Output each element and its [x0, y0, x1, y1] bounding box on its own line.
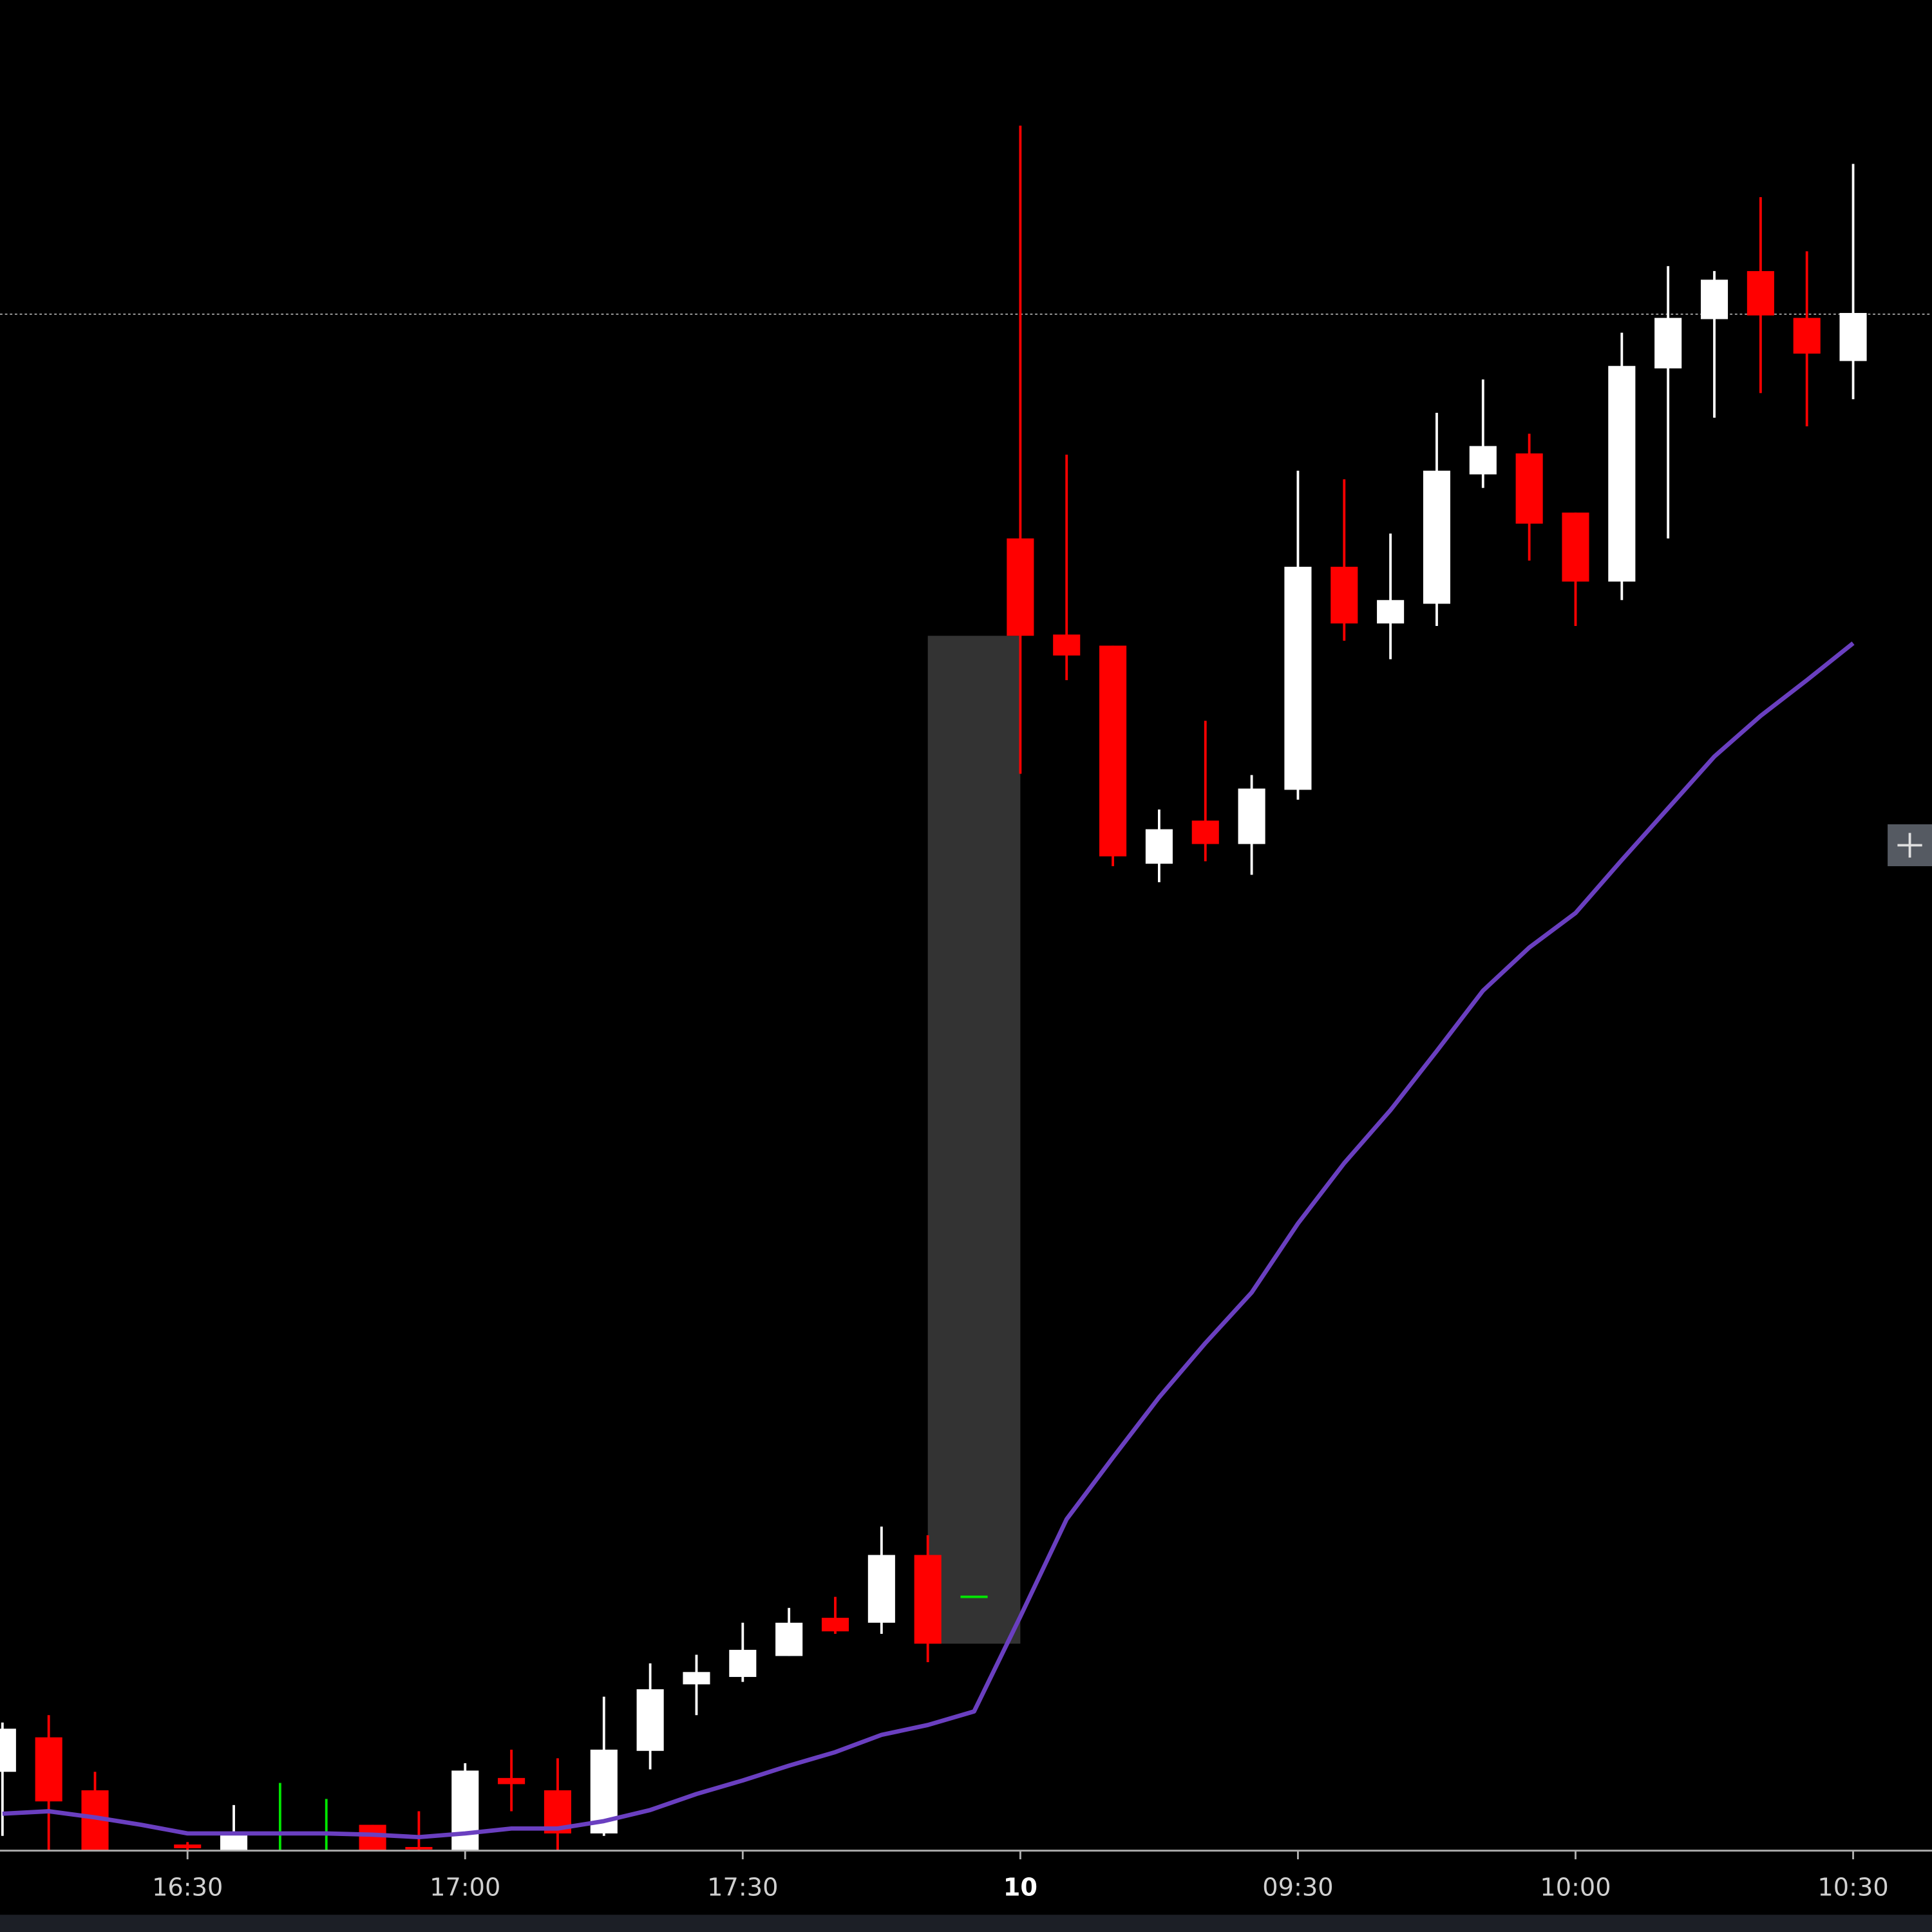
moving-average-line	[2, 641, 1855, 1840]
candle-body	[405, 1846, 433, 1850]
candle-body	[1654, 317, 1682, 369]
x-tick-label: 10:00	[1540, 1873, 1611, 1902]
candle-body	[729, 1649, 757, 1677]
candle-body	[867, 1555, 895, 1623]
x-tick-label: 10:30	[1817, 1873, 1888, 1902]
candle-body	[1747, 270, 1774, 316]
candle-body	[1562, 512, 1589, 582]
x-tick-label: 17:30	[707, 1873, 778, 1902]
candle-body	[1608, 366, 1636, 582]
candle-body	[1469, 446, 1497, 475]
x-tick-label: 10	[1003, 1873, 1037, 1902]
candle-body	[498, 1777, 526, 1785]
candle-body	[636, 1689, 664, 1751]
candle-body	[0, 1728, 16, 1772]
candle-body	[1423, 470, 1451, 604]
candle-body	[1377, 600, 1405, 624]
bottom-bar	[0, 1915, 1932, 1932]
candle-body	[1284, 567, 1312, 790]
candle-body	[1700, 279, 1728, 319]
x-tick-label: 16:30	[152, 1873, 223, 1902]
candle-body	[359, 1824, 386, 1851]
candle-body	[1515, 453, 1543, 524]
candle-body	[775, 1622, 803, 1656]
add-button[interactable]	[1888, 824, 1932, 867]
candle-body	[35, 1737, 62, 1802]
candle-body	[1099, 645, 1127, 857]
candle-body	[1191, 820, 1219, 844]
candle-body	[174, 1844, 202, 1848]
candle-body	[914, 1555, 942, 1644]
plot-area	[0, 126, 1932, 1851]
candle-body	[1331, 567, 1358, 624]
candle-body	[683, 1672, 710, 1685]
candle-body	[1238, 788, 1265, 844]
candle-body	[1145, 829, 1173, 864]
candle-body	[1007, 538, 1034, 636]
x-tick-label: 17:00	[430, 1873, 500, 1902]
candle-body	[1839, 312, 1867, 361]
candle-body	[1793, 317, 1821, 354]
gap-zone	[927, 636, 1021, 1644]
candle-body	[451, 1770, 479, 1851]
x-tick-label: 09:30	[1262, 1873, 1333, 1902]
candle-body	[1053, 634, 1081, 656]
candle-body	[821, 1618, 849, 1632]
